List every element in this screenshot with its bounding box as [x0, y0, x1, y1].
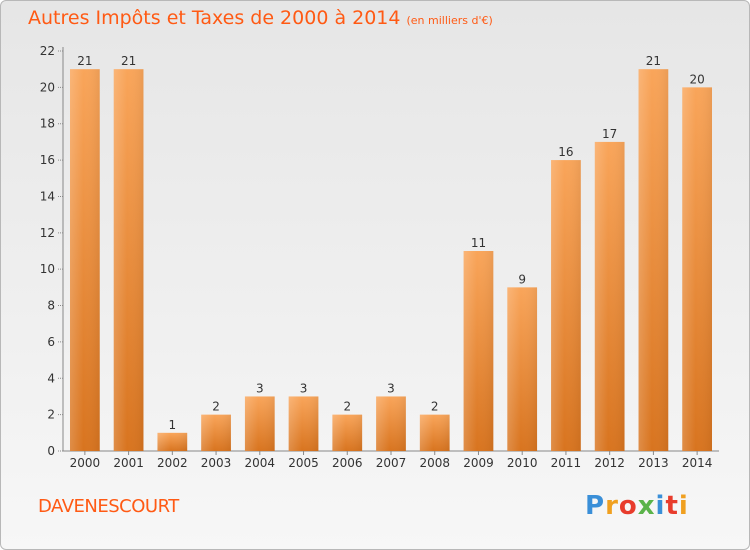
x-tick-label: 2010 [507, 456, 538, 470]
bar-shine [376, 396, 406, 451]
value-label: 3 [300, 381, 308, 395]
y-tick-label: 4 [47, 371, 55, 385]
town-name: DAVENESCOURT [38, 496, 179, 517]
bar-shine [201, 414, 231, 451]
value-label: 17 [602, 127, 617, 141]
y-tick-label: 8 [47, 299, 55, 313]
chart-title: Autres Impôts et Taxes de 2000 à 2014 [28, 7, 401, 29]
y-tick-label: 12 [40, 226, 55, 240]
value-label: 9 [518, 272, 526, 286]
value-label: 21 [121, 54, 136, 68]
value-label: 2 [431, 400, 439, 414]
bar-shine [419, 414, 450, 451]
chart-unit: (en milliers d'€) [406, 14, 493, 27]
logo-letter: P [585, 491, 606, 521]
x-tick-label: 2005 [288, 456, 319, 470]
y-tick-label: 2 [47, 408, 55, 422]
value-label: 3 [256, 381, 264, 395]
value-label: 20 [689, 72, 704, 86]
x-tick-label: 2007 [376, 456, 407, 470]
bar-shine [332, 414, 363, 451]
x-tick-label: 2003 [201, 456, 232, 470]
bar-shine [594, 141, 625, 451]
x-tick-label: 2009 [463, 456, 494, 470]
bar-shine [638, 69, 669, 451]
bar-shine [113, 69, 144, 451]
logo-letter: i [655, 491, 666, 521]
bar-shine [69, 69, 100, 451]
value-label: 21 [77, 54, 92, 68]
logo-letter: i [678, 491, 689, 521]
bar-shine [288, 396, 319, 451]
y-tick-label: 22 [40, 44, 55, 58]
y-tick-label: 0 [47, 444, 55, 458]
bar-shine [244, 396, 275, 451]
x-tick-label: 2001 [113, 456, 144, 470]
y-tick-label: 14 [40, 189, 55, 203]
value-label: 1 [169, 418, 177, 432]
chart-title-row: Autres Impôts et Taxes de 2000 à 2014 (en… [28, 7, 493, 29]
value-label: 11 [471, 236, 486, 250]
value-label: 3 [387, 381, 395, 395]
logo-letter: o [618, 491, 638, 521]
x-tick-label: 2012 [594, 456, 625, 470]
x-tick-label: 2000 [70, 456, 101, 470]
x-tick-label: 2006 [332, 456, 363, 470]
value-label: 2 [212, 400, 220, 414]
bar-shine [551, 160, 581, 451]
x-tick-label: 2011 [551, 456, 582, 470]
y-tick-label: 20 [40, 80, 55, 94]
bar-shine [507, 287, 538, 451]
y-tick-label: 10 [40, 262, 55, 276]
y-tick-label: 18 [40, 117, 55, 131]
bar-shine [463, 251, 494, 451]
x-tick-label: 2004 [245, 456, 276, 470]
y-tick-label: 16 [40, 153, 55, 167]
x-tick-label: 2013 [638, 456, 669, 470]
x-tick-label: 2002 [157, 456, 188, 470]
x-tick-label: 2008 [419, 456, 450, 470]
y-tick-label: 6 [47, 335, 55, 349]
bar-shine [157, 432, 188, 451]
value-label: 16 [558, 145, 573, 159]
bar-shine [682, 87, 713, 451]
proxiti-logo: Proxiti [585, 491, 689, 521]
logo-letter: t [665, 491, 679, 521]
logo-letter: x [637, 491, 656, 521]
value-label: 21 [646, 54, 661, 68]
value-label: 2 [343, 400, 351, 414]
logo-letter: r [605, 491, 619, 521]
x-tick-label: 2014 [682, 456, 713, 470]
